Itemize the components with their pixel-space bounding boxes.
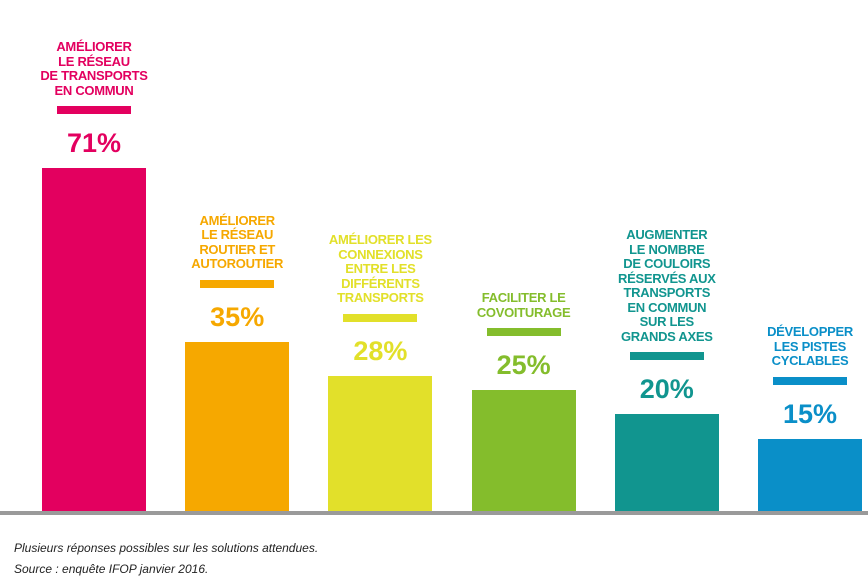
bar	[185, 341, 290, 511]
divider	[486, 328, 561, 337]
bar	[328, 375, 433, 511]
bar	[758, 438, 862, 511]
footnote: Source : enquête IFOP janvier 2016.	[14, 562, 209, 576]
divider	[343, 313, 418, 322]
category-label: AMÉLIORER LE RÉSEAU ROUTIER ET AUTOROUTI…	[191, 212, 284, 272]
category-label: DÉVELOPPER LES PISTES CYCLABLES	[767, 324, 853, 369]
category-label: AMÉLIORER LE RÉSEAU DE TRANSPORTS EN COM…	[40, 39, 148, 98]
bar	[471, 390, 576, 511]
bar	[42, 168, 146, 511]
value-label: 20%	[639, 374, 694, 405]
value-label: 15%	[782, 398, 838, 429]
value-label: 71%	[66, 128, 122, 159]
value-label: 35%	[210, 301, 265, 332]
footnote: Plusieurs réponses possibles sur les sol…	[14, 541, 319, 555]
category-label: AUGMENTER LE NOMBRE DE COULOIRS RÉSERVÉS…	[618, 227, 716, 344]
divider	[629, 352, 704, 361]
category-label: AMÉLIORER LES CONNEXIONS ENTRE LES DIFFÉ…	[328, 232, 432, 306]
baseline	[0, 511, 868, 515]
bar	[614, 414, 719, 511]
divider	[57, 106, 131, 115]
value-label: 25%	[496, 350, 551, 381]
divider	[773, 376, 847, 385]
category-label: FACILITER LE COVOITURAGE	[476, 290, 571, 320]
divider	[200, 279, 275, 288]
value-label: 28%	[353, 335, 408, 366]
